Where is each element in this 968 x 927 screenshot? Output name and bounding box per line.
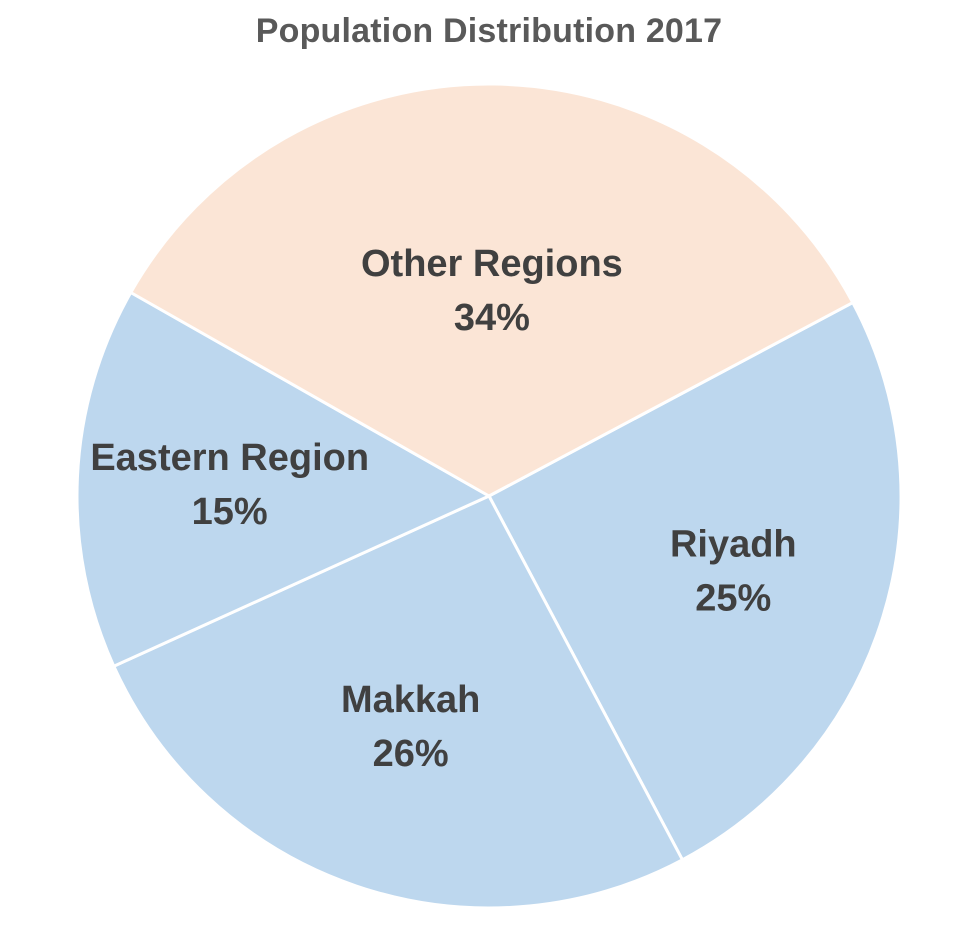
slice-label-percent: 34%: [454, 297, 530, 339]
slice-label-percent: 26%: [373, 733, 449, 775]
pie-slice-makkah: [112, 494, 684, 910]
slice-label-name: Eastern Region: [90, 437, 369, 479]
slice-label-name: Other Regions: [361, 243, 623, 285]
pie-slice-other-regions: [129, 82, 855, 498]
slice-label-percent: 15%: [192, 491, 268, 533]
pie-slices: [75, 82, 903, 910]
slice-label-percent: 25%: [695, 578, 771, 620]
chart-title: Population Distribution 2017: [255, 12, 723, 50]
slice-label-name: Makkah: [341, 679, 480, 721]
pie-labels: Riyadh 25% Makkah 26% Eastern Region 15% Other…: [90, 243, 796, 775]
pie-slice-eastern-region: [75, 291, 491, 668]
slice-label-name: Riyadh: [670, 524, 797, 566]
